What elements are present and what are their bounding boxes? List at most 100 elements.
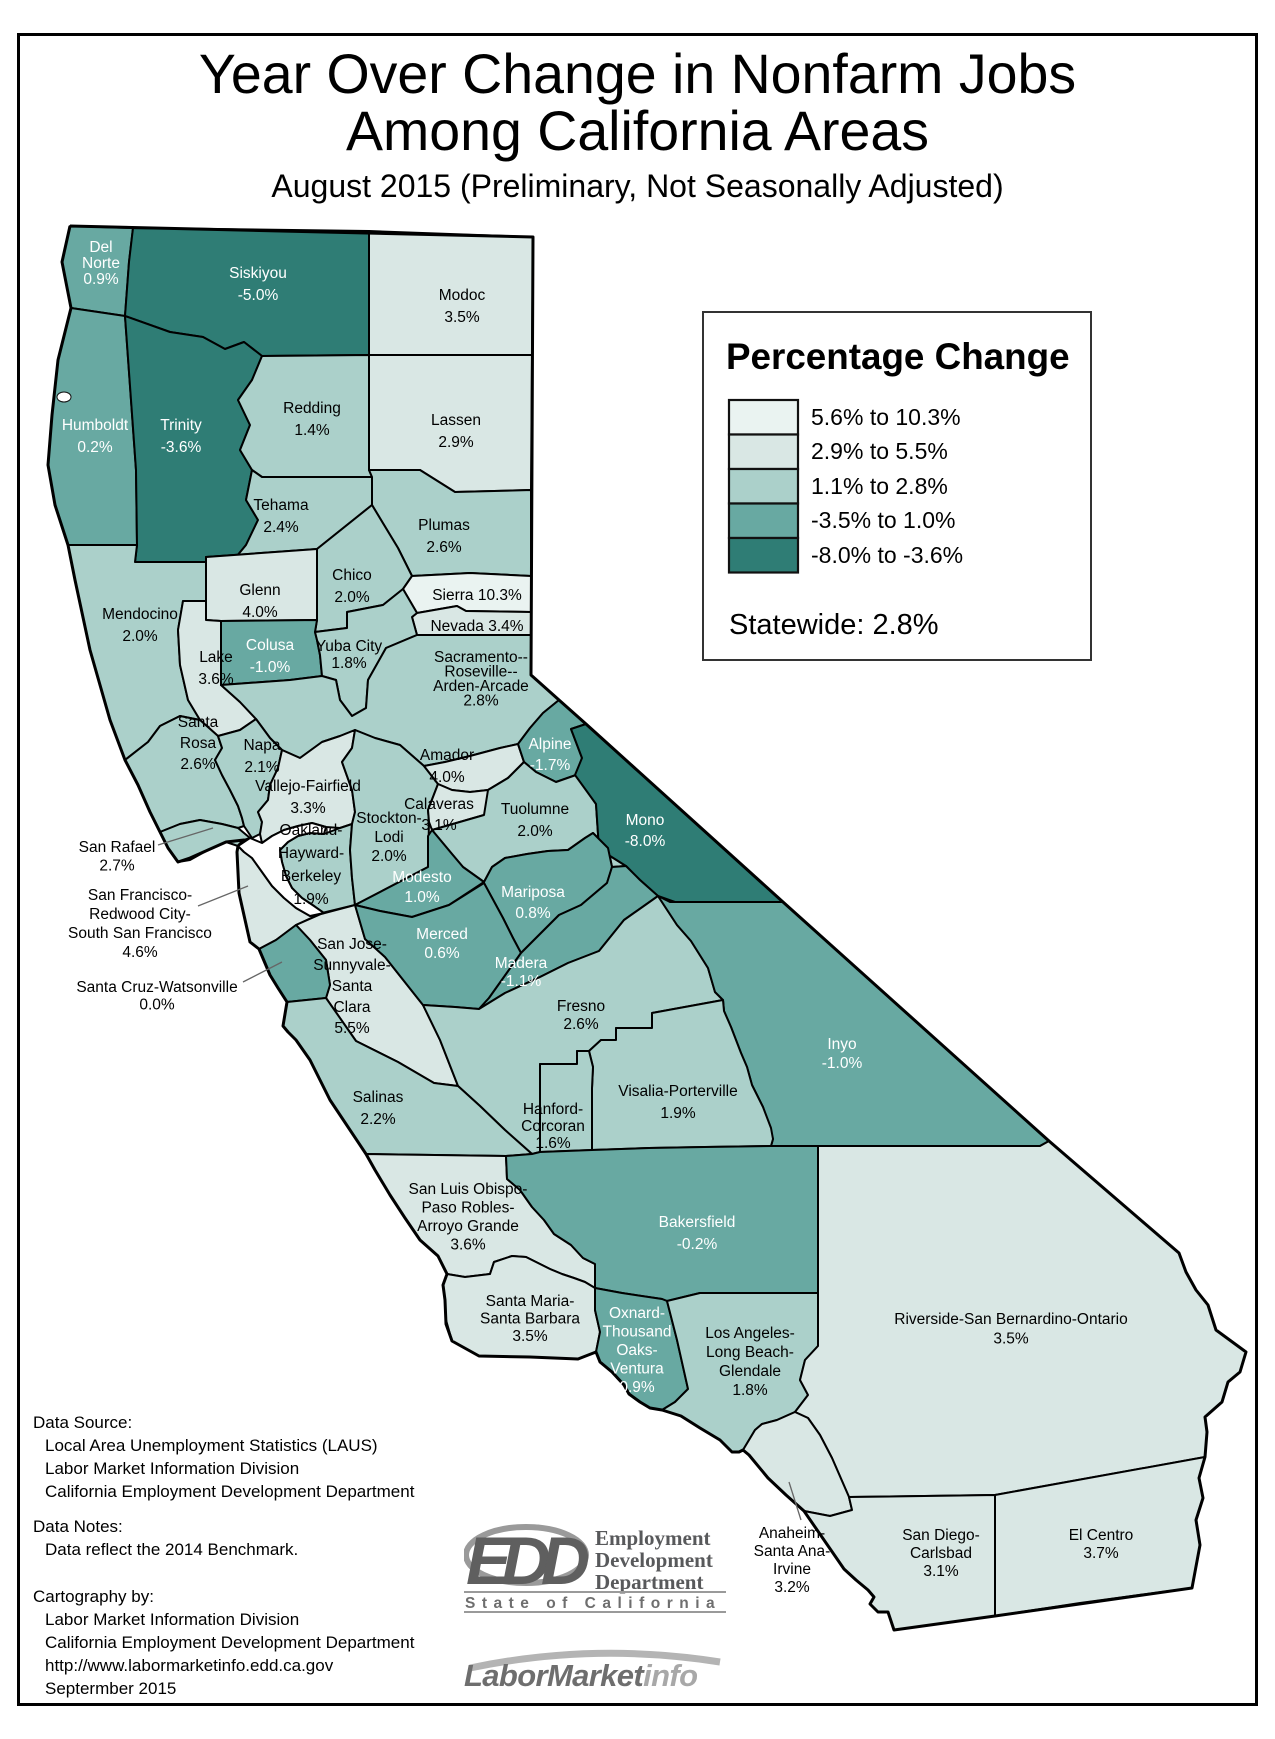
svg-text:2.6%: 2.6% [426, 539, 462, 556]
svg-text:-3.6%: -3.6% [161, 439, 202, 456]
svg-text:3.2%: 3.2% [774, 1579, 810, 1596]
svg-text:Fresno: Fresno [557, 998, 605, 1015]
svg-text:0.8%: 0.8% [515, 905, 551, 922]
svg-text:State of California: State of California [465, 1595, 721, 1612]
svg-text:San Luis Obispo-: San Luis Obispo- [409, 1181, 528, 1198]
svg-text:3.1%: 3.1% [923, 1563, 959, 1580]
svg-text:Nevada 3.4%: Nevada 3.4% [430, 618, 523, 635]
svg-text:Merced: Merced [416, 926, 468, 943]
svg-text:3.3%: 3.3% [290, 800, 326, 817]
svg-text:Sierra 10.3%: Sierra 10.3% [432, 587, 522, 604]
svg-text:Mono: Mono [626, 812, 665, 829]
svg-text:Inyo: Inyo [827, 1036, 856, 1053]
svg-text:3.5%: 3.5% [512, 1328, 548, 1345]
svg-text:2.7%: 2.7% [99, 858, 135, 875]
svg-text:Napa: Napa [243, 737, 280, 754]
svg-text:0.6%: 0.6% [424, 945, 460, 962]
svg-text:Ventura: Ventura [610, 1361, 664, 1378]
svg-text:Madera: Madera [495, 955, 548, 972]
svg-text:Visalia-Porterville: Visalia-Porterville [618, 1083, 737, 1100]
svg-text:2.1%: 2.1% [244, 759, 280, 776]
svg-text:Chico: Chico [332, 567, 372, 584]
svg-text:Oxnard-: Oxnard- [609, 1305, 665, 1322]
svg-text:0.2%: 0.2% [77, 439, 113, 456]
svg-text:0.0%: 0.0% [139, 997, 175, 1014]
svg-text:2.0%: 2.0% [517, 823, 553, 840]
svg-text:Irvine: Irvine [773, 1561, 811, 1578]
svg-text:Stockton-: Stockton- [356, 810, 421, 827]
svg-text:5.5%: 5.5% [334, 1020, 370, 1037]
svg-text:3.5%: 3.5% [444, 309, 480, 326]
svg-text:Del: Del [89, 239, 112, 256]
svg-text:-3.5% to 1.0%: -3.5% to 1.0% [811, 507, 955, 533]
svg-text:2.0%: 2.0% [122, 628, 158, 645]
svg-text:Development: Development [595, 1548, 713, 1572]
svg-text:Colusa: Colusa [246, 637, 295, 654]
svg-text:5.6% to 10.3%: 5.6% to 10.3% [811, 404, 961, 430]
svg-text:2.0%: 2.0% [371, 848, 407, 865]
svg-text:2.8%: 2.8% [463, 693, 499, 710]
svg-text:Oaks-: Oaks- [616, 1342, 657, 1359]
svg-text:Santa Barbara: Santa Barbara [480, 1311, 580, 1328]
svg-text:3.1%: 3.1% [421, 817, 457, 834]
svg-text:2.0%: 2.0% [334, 589, 370, 606]
svg-text:Paso Robles-: Paso Robles- [421, 1200, 514, 1217]
svg-text:2.6%: 2.6% [563, 1016, 599, 1033]
svg-text:Roseville--: Roseville-- [444, 664, 517, 681]
svg-text:3.6%: 3.6% [450, 1237, 486, 1254]
svg-text:Trinity: Trinity [160, 417, 202, 434]
svg-text:Glenn: Glenn [239, 582, 280, 599]
svg-text:4.0%: 4.0% [242, 604, 278, 621]
svg-text:Tuolumne: Tuolumne [501, 801, 569, 818]
svg-text:Sunnyvale-: Sunnyvale- [313, 957, 391, 974]
svg-text:4.0%: 4.0% [429, 769, 465, 786]
svg-text:Tehama: Tehama [253, 497, 309, 514]
svg-text:South San Francisco: South San Francisco [68, 925, 212, 942]
svg-text:Hanford-: Hanford- [523, 1101, 583, 1118]
svg-text:Modesto: Modesto [392, 869, 451, 886]
svg-text:2.4%: 2.4% [263, 519, 299, 536]
svg-text:Mariposa: Mariposa [501, 884, 565, 901]
svg-text:0.9%: 0.9% [83, 271, 119, 288]
svg-text:-0.2%: -0.2% [677, 1236, 718, 1253]
svg-text:Alpine: Alpine [528, 736, 571, 753]
svg-text:1.9%: 1.9% [293, 891, 329, 908]
svg-text:1.8%: 1.8% [732, 1382, 768, 1399]
svg-text:Thousand: Thousand [603, 1324, 672, 1341]
svg-text:Modoc: Modoc [439, 287, 486, 304]
svg-text:2.6%: 2.6% [180, 756, 216, 773]
svg-text:Lake: Lake [199, 649, 233, 666]
svg-text:Vallejo-Fairfield: Vallejo-Fairfield [255, 778, 361, 795]
svg-text:Employment: Employment [595, 1526, 711, 1550]
svg-text:0.9%: 0.9% [619, 1379, 655, 1396]
svg-text:Mendocino: Mendocino [102, 606, 178, 623]
svg-text:Hayward-: Hayward- [278, 845, 344, 862]
svg-text:3.6%: 3.6% [198, 671, 234, 688]
svg-text:-5.0%: -5.0% [238, 287, 279, 304]
svg-text:Siskiyou: Siskiyou [229, 265, 287, 282]
svg-text:1.8%: 1.8% [331, 655, 367, 672]
svg-text:-1.0%: -1.0% [250, 659, 291, 676]
svg-text:-1.0%: -1.0% [822, 1055, 863, 1072]
svg-text:4.6%: 4.6% [122, 944, 158, 961]
svg-text:Department: Department [595, 1570, 703, 1594]
svg-text:Yuba City: Yuba City [316, 638, 383, 655]
svg-text:Humboldt: Humboldt [62, 417, 129, 434]
svg-text:San Rafael: San Rafael [79, 839, 156, 856]
svg-text:Rosa: Rosa [180, 735, 217, 752]
svg-text:Berkeley: Berkeley [281, 868, 342, 885]
svg-text:-8.0% to -3.6%: -8.0% to -3.6% [811, 542, 963, 568]
svg-text:Clara: Clara [333, 999, 370, 1016]
svg-text:1.6%: 1.6% [535, 1135, 571, 1152]
svg-text:-1.1%: -1.1% [501, 973, 542, 990]
svg-text:2.9% to 5.5%: 2.9% to 5.5% [811, 438, 948, 464]
svg-text:Corcoran: Corcoran [521, 1118, 585, 1135]
svg-text:Lodi: Lodi [374, 829, 403, 846]
svg-text:Bakersfield: Bakersfield [659, 1214, 736, 1231]
svg-text:Los Angeles-: Los Angeles- [705, 1325, 795, 1342]
svg-text:LaborMarketinfo: LaborMarketinfo [464, 1658, 698, 1693]
svg-text:3.5%: 3.5% [993, 1331, 1029, 1348]
svg-text:Statewide: 2.8%: Statewide: 2.8% [729, 609, 939, 641]
svg-text:San Diego-: San Diego- [902, 1527, 980, 1544]
svg-text:Santa: Santa [178, 714, 219, 731]
